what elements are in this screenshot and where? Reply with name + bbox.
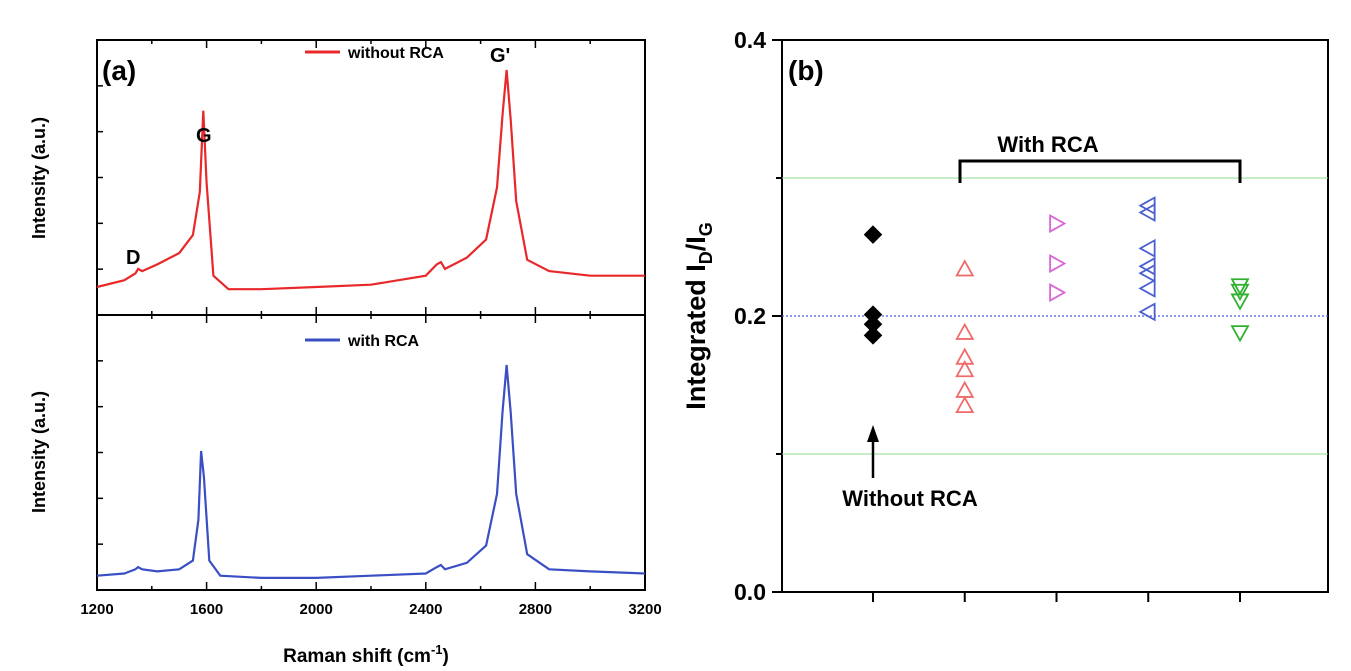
y-tick-label: 0.2 [734, 303, 766, 329]
y-label-sub-d: D [696, 251, 716, 264]
y-axis-label-bottom: Intensity (a.u.) [29, 391, 49, 513]
panel-b-reference-lines [782, 177, 1328, 455]
x-tick-label: 2400 [409, 601, 442, 618]
data-point [1049, 254, 1067, 274]
data-point [955, 347, 975, 365]
y-axis-label-top: Intensity (a.u.) [29, 117, 49, 239]
panel-a-label: (a) [102, 55, 136, 86]
y-tick-label: 0.4 [734, 27, 766, 53]
data-point [1138, 238, 1156, 258]
panel-b-points [863, 196, 1250, 414]
data-point [1049, 283, 1067, 303]
panel-a-x-tick-labels: 1200 1600 2000 2400 2800 3200 [80, 601, 661, 618]
data-point [1138, 202, 1156, 223]
legend-with-rca: with RCA [347, 333, 420, 350]
data-point [1230, 278, 1250, 296]
y-label-sub-g: G [696, 222, 716, 236]
data-point [1049, 214, 1067, 234]
data-point [955, 322, 975, 340]
x-tick-label: 1200 [80, 601, 113, 618]
data-point [955, 380, 975, 398]
without-rca-arrow-head [867, 425, 879, 442]
x-tick-label: 2000 [300, 601, 333, 618]
data-point [863, 326, 883, 345]
data-point [955, 395, 975, 414]
y-label-main: Integrated I [681, 264, 711, 410]
panel-a-ticks [96, 40, 646, 590]
spectrum-with-rca [96, 364, 646, 579]
data-point [955, 359, 975, 378]
panel-a: (a) without RCA with RCA D G G' Intensit… [29, 39, 662, 667]
data-point [863, 225, 883, 244]
y-tick-label: 0.0 [734, 579, 766, 605]
x-axis-label-sup: -1 [431, 642, 443, 657]
with-rca-annotation: With RCA [997, 132, 1098, 157]
data-point [1138, 278, 1156, 298]
spectrum-without-rca [96, 69, 645, 291]
x-axis-label: Raman shift (cm-1) [283, 642, 449, 667]
panel-b-label: (b) [788, 55, 824, 86]
with-rca-bracket [958, 159, 1242, 183]
x-axis-label-main: Raman shift (cm [283, 646, 431, 667]
data-point [1230, 283, 1250, 302]
panel-b: 0.00.20.4 (b) Integrated ID/IG With RCA … [681, 27, 1329, 605]
x-axis-label-close: ) [443, 646, 449, 667]
data-point [955, 259, 975, 277]
without-rca-annotation: Without RCA [842, 486, 978, 511]
peak-label-g: G [196, 125, 212, 147]
peak-label-d: D [126, 247, 140, 269]
panel-b-y-tick-labels: 0.0 0.2 0.4 [734, 27, 766, 605]
peak-label-g-prime: G' [490, 45, 510, 67]
data-point [1230, 325, 1250, 343]
x-tick-label: 1600 [190, 601, 223, 618]
data-point [1138, 263, 1156, 283]
panel-b-y-axis-label: Integrated ID/IG [681, 222, 716, 410]
x-tick-label: 2800 [519, 601, 552, 618]
panel-a-bottom-frame [96, 314, 646, 591]
data-point [1138, 302, 1156, 322]
data-point [1230, 293, 1250, 311]
panel-a-top-frame [96, 39, 646, 316]
panel-b-ticks [772, 39, 1241, 602]
x-tick-label: 3200 [628, 601, 661, 618]
y-label-mid: /I [681, 236, 711, 251]
legend-without-rca: without RCA [347, 45, 444, 62]
